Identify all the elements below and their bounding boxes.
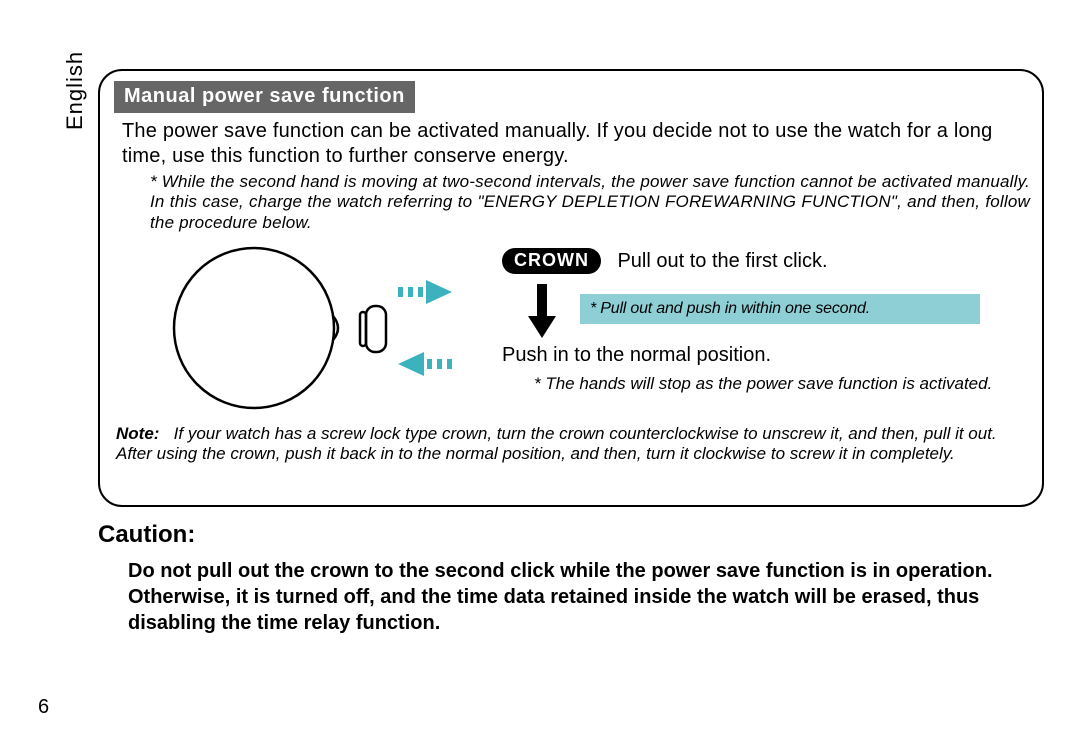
crown-badge: CROWN — [502, 248, 601, 274]
instruction-push-in-note: * The hands will stop as the power save … — [534, 374, 1014, 394]
manual-page: English Manual power save function The p… — [0, 0, 1080, 752]
note-label: Note: — [116, 424, 159, 443]
sub-note: * While the second hand is moving at two… — [150, 172, 1030, 233]
instruction-block: CROWN Pull out to the first click. — [502, 248, 1032, 274]
caution-heading: Caution: — [98, 521, 195, 549]
down-arrow-icon — [528, 284, 556, 345]
page-number: 6 — [38, 696, 49, 719]
intro-text: The power save function can be activated… — [122, 119, 1032, 169]
highlight-note: * Pull out and push in within one second… — [580, 294, 980, 324]
arrow-in-icon — [398, 352, 452, 376]
caution-body: Do not pull out the crown to the second … — [128, 558, 1044, 636]
instruction-pull-out: Pull out to the first click. — [617, 250, 827, 273]
note-text: If your watch has a screw lock type crow… — [116, 424, 997, 463]
watch-diagram — [150, 244, 480, 412]
arrow-out-icon — [398, 280, 452, 304]
language-label: English — [62, 51, 88, 130]
instruction-push-in: Push in to the normal position. — [502, 344, 771, 367]
section-header: Manual power save function — [114, 81, 415, 113]
screw-lock-note: Note: If your watch has a screw lock typ… — [116, 424, 1036, 465]
